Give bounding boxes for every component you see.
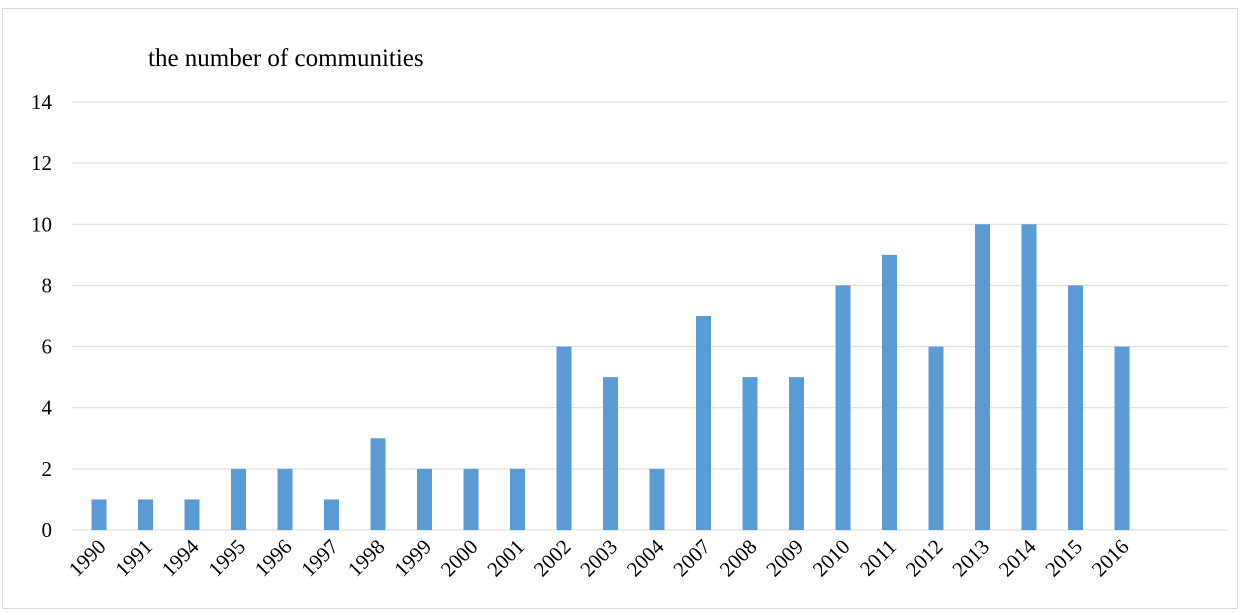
x-tick-label: 2014 (994, 534, 1041, 581)
y-tick-label: 12 (31, 151, 52, 175)
chart-title: the number of communities (148, 45, 424, 72)
bar-2011 (882, 254, 897, 530)
x-tick-label: 2011 (855, 535, 901, 581)
x-tick-label: 2008 (715, 535, 762, 582)
x-tick-label: 2007 (668, 535, 715, 582)
bars (91, 224, 1130, 531)
y-tick-label: 8 (42, 273, 53, 297)
gridlines (72, 101, 1228, 531)
bar-2010 (835, 285, 851, 530)
bar-2014 (1021, 224, 1037, 531)
x-axis-tick-labels: 1990 1991 1994 1995 1996 1997 1998 1999 2000 2001… (64, 534, 1134, 581)
x-tick-label: 2015 (1040, 535, 1087, 582)
x-tick-label: 1994 (157, 534, 204, 581)
x-tick-label: 1991 (110, 535, 157, 582)
y-tick-label: 2 (42, 457, 53, 481)
bar-2012 (928, 346, 944, 530)
bar-2013 (975, 224, 990, 531)
x-tick-label: 1990 (64, 535, 111, 582)
y-tick-label: 10 (31, 212, 52, 236)
bar-2002 (556, 346, 572, 530)
x-tick-label: 2016 (1087, 535, 1134, 582)
x-tick-label: 1999 (389, 535, 436, 582)
bar-2015 (1068, 285, 1083, 530)
bar-2007 (696, 316, 711, 530)
x-tick-label: 2012 (901, 535, 948, 582)
x-tick-label: 1995 (203, 535, 250, 582)
x-tick-label: 2013 (947, 535, 994, 582)
bar-1998 (370, 438, 386, 530)
y-axis-tick-labels: 0 2 4 6 8 10 12 14 (31, 90, 53, 542)
bar-2004 (649, 468, 665, 530)
x-tick-label: 2009 (761, 535, 808, 582)
bar-1997 (324, 499, 339, 530)
bar-2001 (510, 468, 525, 530)
x-tick-label: 2000 (436, 535, 483, 582)
bar-2003 (603, 377, 618, 530)
x-tick-label: 2003 (575, 535, 622, 582)
bar-2008 (742, 377, 758, 530)
x-tick-label: 1996 (250, 535, 297, 582)
x-tick-label: 2004 (622, 534, 669, 581)
bar-2000 (463, 468, 479, 530)
y-tick-label: 0 (42, 518, 53, 542)
bar-2009 (789, 377, 804, 530)
bar-1991 (138, 499, 153, 530)
bar-1994 (184, 499, 200, 530)
y-tick-label: 6 (42, 335, 53, 359)
x-tick-label: 1998 (343, 535, 390, 582)
y-tick-label: 4 (42, 396, 53, 420)
bar-1996 (277, 468, 293, 530)
y-tick-label: 14 (31, 90, 53, 114)
x-tick-label: 1997 (296, 535, 343, 582)
x-tick-label: 2010 (808, 535, 855, 582)
bar-2016 (1114, 346, 1130, 530)
x-tick-label: 2001 (482, 535, 529, 582)
bar-1995 (231, 468, 246, 530)
bar-1990 (91, 499, 107, 530)
x-tick-label: 2002 (529, 535, 576, 582)
bar-1999 (417, 468, 432, 530)
